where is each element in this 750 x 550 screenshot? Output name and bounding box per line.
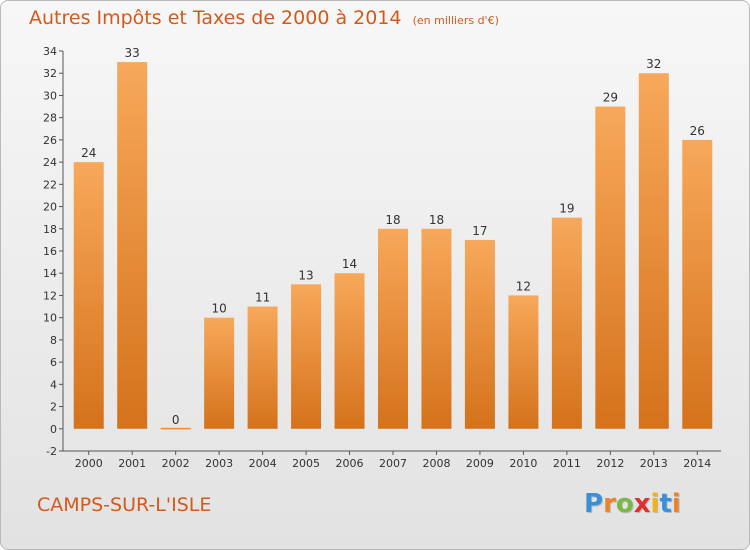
- bar: [378, 228, 408, 429]
- logo-letter: i: [650, 489, 660, 519]
- logo-letter: t: [659, 489, 672, 519]
- bar-value-label: 18: [429, 213, 444, 227]
- y-tick-label: 8: [50, 334, 57, 347]
- y-tick-label: 20: [43, 201, 57, 214]
- x-tick-label: 2005: [292, 457, 320, 470]
- bar-value-label: 14: [342, 257, 357, 271]
- x-tick-label: 2008: [422, 457, 450, 470]
- bar: [595, 106, 626, 429]
- bar: [508, 295, 539, 429]
- y-tick-label: 32: [43, 67, 57, 80]
- bar: [464, 239, 495, 429]
- x-tick-label: 2014: [683, 457, 711, 470]
- y-tick-label: 22: [43, 178, 57, 191]
- x-tick-label: 2013: [640, 457, 668, 470]
- x-tick-label: 2011: [553, 457, 581, 470]
- bar-value-label: 13: [298, 268, 313, 282]
- chart-unit: (en milliers d'€): [412, 14, 499, 27]
- bar: [247, 306, 278, 429]
- logo-letter: r: [603, 489, 616, 519]
- x-tick-label: 2000: [75, 457, 103, 470]
- bar-value-label: 19: [559, 202, 574, 216]
- bar: [291, 284, 322, 429]
- bar-value-label: 10: [211, 302, 226, 316]
- y-tick-label: 0: [50, 423, 57, 436]
- y-tick-label: 12: [43, 289, 57, 302]
- commune-name: CAMPS-SUR-L'ISLE: [37, 494, 212, 516]
- logo-letter: P: [584, 489, 604, 519]
- y-tick-label: 30: [43, 89, 57, 102]
- proxiti-logo: Proxiti: [584, 489, 681, 519]
- bar: [421, 228, 452, 429]
- y-tick-label: 26: [43, 134, 57, 147]
- x-tick-label: 2010: [509, 457, 537, 470]
- bar-value-label: 33: [125, 46, 140, 60]
- y-tick-label: 6: [50, 356, 57, 369]
- x-tick-label: 2006: [336, 457, 364, 470]
- bar-value-label: 0: [172, 413, 180, 427]
- y-tick-label: -2: [46, 445, 57, 458]
- bar: [204, 317, 235, 429]
- x-tick-label: 2007: [379, 457, 407, 470]
- y-tick-label: 34: [43, 45, 57, 58]
- y-tick-label: 14: [43, 267, 57, 280]
- bar-value-label: 17: [472, 224, 487, 238]
- y-tick-label: 24: [43, 156, 57, 169]
- y-tick-label: 4: [50, 378, 57, 391]
- y-tick-label: 10: [43, 312, 57, 325]
- bar-value-label: 32: [646, 57, 661, 71]
- logo-letter: x: [633, 489, 651, 519]
- chart-data-labels: 24 33 0 10 11 13 14 18 18 17 12 19 29 32 26: [81, 46, 705, 427]
- bar-value-label: 26: [690, 124, 705, 138]
- y-tick-label: 2: [50, 401, 57, 414]
- bar: [334, 273, 365, 429]
- y-tick-label: 28: [43, 112, 57, 125]
- bar: [638, 73, 669, 429]
- bar: [117, 62, 148, 429]
- logo-letter: i: [671, 489, 681, 519]
- y-tick-label: 18: [43, 223, 57, 236]
- bar-value-label: 11: [255, 291, 270, 305]
- bar-value-label: 18: [385, 213, 400, 227]
- logo-letter: o: [615, 489, 634, 519]
- chart-bars: [73, 62, 713, 430]
- bar: [682, 139, 713, 429]
- bar: [551, 217, 582, 429]
- x-tick-label: 2009: [466, 457, 494, 470]
- x-tick-label: 2003: [205, 457, 233, 470]
- x-tick-label: 2004: [249, 457, 277, 470]
- x-tick-label: 2002: [162, 457, 190, 470]
- y-tick-label: 16: [43, 245, 57, 258]
- bar: [73, 162, 104, 429]
- bar-value-label: 29: [603, 91, 618, 105]
- bar-value-label: 12: [516, 279, 531, 293]
- x-tick-label: 2001: [118, 457, 146, 470]
- bar: [160, 427, 191, 430]
- bar-value-label: 24: [81, 146, 96, 160]
- chart-title-block: Autres Impôts et Taxes de 2000 à 2014 (e…: [29, 7, 499, 29]
- x-tick-label: 2012: [596, 457, 624, 470]
- chart-title: Autres Impôts et Taxes de 2000 à 2014: [29, 7, 402, 29]
